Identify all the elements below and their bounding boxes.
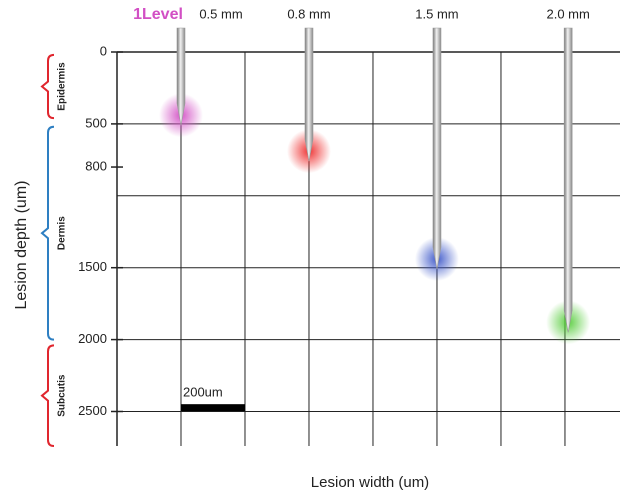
needle [563,27,573,333]
layer-label: Epidermis [57,62,68,111]
needle [432,27,442,270]
needle [304,27,314,162]
y-tick-label: 2500 [78,403,107,418]
y-tick-label: 2000 [78,331,107,346]
layer-bracket [40,125,55,341]
scale-bar [180,404,245,412]
needle-label: 0.5 mm [199,6,242,21]
needle-label: 2.0 mm [546,6,589,21]
y-tick-label: 800 [85,158,107,173]
layer-bracket [40,53,55,120]
layer-bracket [40,344,55,447]
layer-label: Subcutis [57,374,68,417]
y-tick-label: 500 [85,115,107,130]
scale-bar-label: 200um [183,385,223,400]
layer-label: Dermis [57,216,68,250]
needle [176,27,186,126]
y-tick-label: 0 [100,43,107,58]
needle-label: 1.5 mm [415,6,458,21]
x-axis-label: Lesion width (um) [311,474,429,491]
needle-label: 0.8 mm [287,6,330,21]
y-axis-label: Lesion depth (um) [13,181,30,310]
brand: 1Level [133,6,183,23]
y-tick-label: 1500 [78,259,107,274]
